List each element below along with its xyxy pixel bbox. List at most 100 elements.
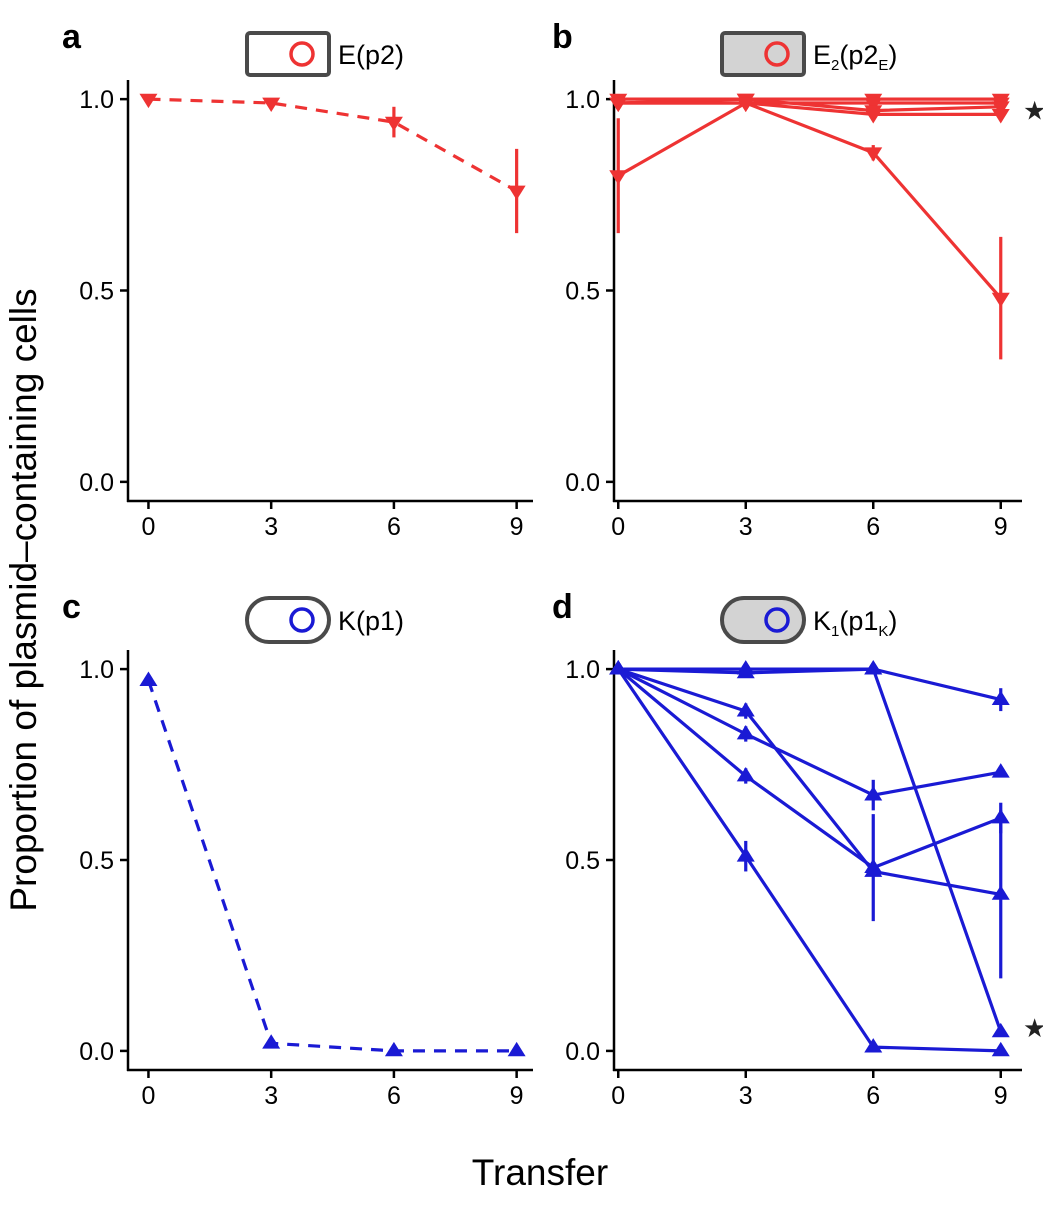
data-point-a [139,93,158,109]
series-line-b [617,101,1003,300]
strain-label-c: K(p1) [338,606,404,636]
series-line-d [617,667,1002,870]
data-point-d [864,660,883,675]
series-line-b [618,97,1001,113]
strain-label-d: K1(p1K) [813,606,897,640]
panel-c: c K(p1) 0.0 0.5 1.0 0 3 6 9 [62,588,533,1110]
x-axis-title: Transfer [472,1152,608,1193]
data-point-c [262,1034,281,1049]
x-tick-label-b: 6 [866,513,880,541]
x-tick-label-d: 9 [994,1082,1008,1110]
significance-star-b: ★ [1023,96,1043,126]
y-tick-label-d: 0.5 [565,847,600,875]
series-line-d [617,667,1002,896]
data-point-b [864,97,883,112]
data-point-d [736,725,755,740]
y-tick-label-b: 1.0 [565,86,600,114]
strain-label-part: 2 [831,57,839,74]
plasmid-icon-c [289,607,315,633]
panel-b: b E2(p2E)0.00.51.00 3 6 9★ [552,18,1043,541]
data-point-b [991,101,1010,116]
data-point-d [864,1038,883,1053]
data-point-d [736,663,755,679]
data-point-b [864,109,883,124]
data-point-a [507,185,526,200]
panel-letter-b: b [552,18,573,56]
panel-a: a E(p2) 0.0 0.5 1.0 0 3 6 9 [62,18,533,541]
panel-letter-a: a [62,18,82,56]
cell-icon-b [720,31,806,77]
data-point-b [609,97,628,112]
strain-label-part: 1 [831,623,839,640]
strain-label-part: E [878,57,888,74]
strain-label-part: (p2 [839,40,878,70]
panel-letter-c: c [62,588,81,626]
data-point-d [991,885,1010,900]
y-tick-label-c: 0.0 [79,1038,114,1066]
y-tick-label-a: 0.5 [79,278,114,306]
y-tick-label-b: 0.0 [565,469,600,497]
data-point-b [991,109,1010,124]
series-line-d [618,667,1002,702]
y-tick-label-a: 1.0 [79,86,114,114]
data-point-d [991,1022,1010,1038]
y-tick-label-d: 0.0 [565,1038,600,1066]
y-tick-label-a: 0.0 [79,469,114,497]
data-point-d [991,1041,1010,1057]
y-axis-title: Proportion of plasmid–containing cells [3,288,44,911]
data-point-c [139,671,158,686]
x-tick-label-d: 0 [611,1082,625,1110]
data-point-a [384,116,403,132]
strain-label-a: E(p2) [338,40,404,70]
strain-label-part: K [813,606,831,636]
series-line-d [617,667,1002,797]
significance-star-d: ★ [1023,1013,1043,1043]
strain-label-part: ) [888,606,897,636]
panel-letter-d: d [552,588,573,626]
data-point-d [991,763,1010,778]
plasmid-icon-b [764,41,790,67]
data-point-d [736,847,755,862]
plasmid-icon-d [764,607,790,633]
series-line-b [618,101,1001,117]
strain-label-part: E [813,40,831,70]
series-line-d [616,668,1001,1053]
x-tick-label-a: 9 [510,513,524,541]
series-line-c [146,679,517,1053]
data-point-d [609,660,628,675]
x-tick-label-a: 6 [387,513,401,541]
x-tick-label-a: 3 [264,513,278,541]
data-point-d [736,767,755,782]
strain-label-part: K(p1) [338,606,404,636]
data-point-d [864,786,883,801]
strain-label-part: ) [888,40,897,70]
x-tick-label-c: 0 [142,1082,156,1110]
strain-label-part: (p1 [839,606,878,636]
x-tick-label-b: 9 [994,513,1008,541]
data-point-b [864,147,883,162]
x-tick-label-c: 6 [387,1082,401,1110]
series-line-a [148,97,518,193]
data-point-d [736,702,755,717]
data-point-a [262,97,281,112]
y-tick-label-c: 0.5 [79,847,114,875]
data-point-d [991,809,1010,824]
series-line-d [618,667,1003,1033]
plasmid-icon-a [289,41,315,67]
y-tick-label-d: 1.0 [565,656,600,684]
cell-icon-d [720,596,806,644]
x-tick-label-c: 3 [264,1082,278,1110]
strain-label-part: K [878,623,888,640]
cell-icon-c [245,596,331,644]
x-tick-label-d: 3 [739,1082,753,1110]
data-point-c [507,1041,526,1057]
panel-d: d K1(p1K)0.00.51.00 3 6 9★ [552,588,1043,1110]
data-point-b [736,97,755,112]
x-tick-label-b: 0 [611,513,625,541]
data-point-d [864,858,883,874]
y-tick-label-b: 0.5 [565,278,600,306]
data-point-d [991,690,1010,706]
data-point-c [384,1041,403,1057]
data-point-b [991,292,1010,308]
